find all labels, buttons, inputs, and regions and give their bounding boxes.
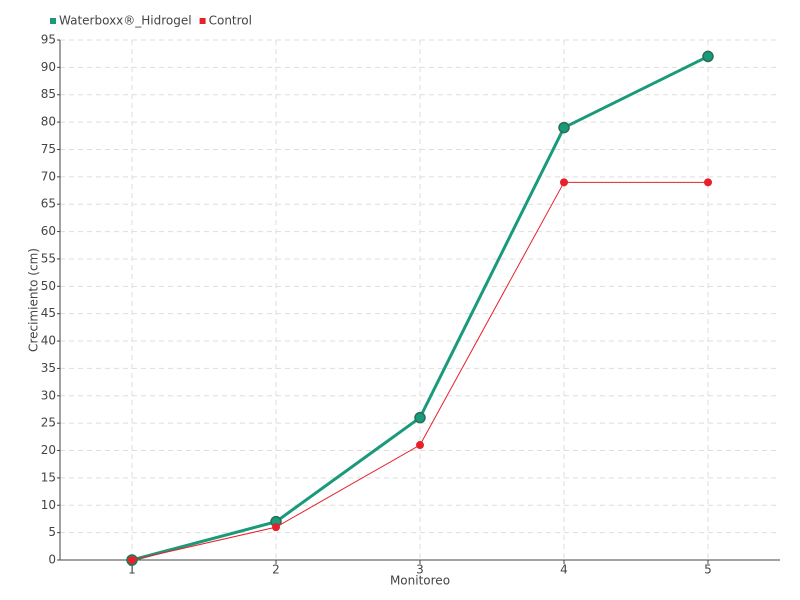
y-tick-label: 45 [41, 306, 56, 320]
y-tick-label: 60 [41, 224, 56, 238]
y-tick-label: 75 [41, 142, 56, 156]
data-point [128, 556, 136, 564]
y-tick-label: 80 [41, 115, 56, 129]
data-point [702, 50, 714, 63]
y-tick-label: 50 [41, 279, 56, 293]
y-tick-label: 55 [41, 251, 56, 265]
y-tick-label: 90 [41, 60, 56, 74]
x-axis-label: Monitoreo [390, 574, 450, 588]
y-tick-label: 20 [41, 443, 56, 457]
y-tick-label: 35 [41, 361, 56, 375]
legend-swatch [199, 18, 206, 24]
legend-label: Control [209, 14, 252, 28]
data-point [704, 178, 712, 187]
y-tick-label: 40 [41, 334, 56, 348]
y-tick-label: 15 [41, 470, 56, 484]
x-tick-label: 1 [128, 563, 136, 577]
y-axis-label: Crecimiento (cm) [27, 248, 41, 352]
y-tick-label: 25 [41, 416, 56, 430]
data-point [272, 523, 280, 532]
data-point [558, 121, 570, 134]
x-tick-label: 2 [272, 563, 280, 577]
y-tick-label: 30 [41, 388, 56, 402]
legend-label: Waterboxx®_Hidrogel [59, 14, 192, 28]
x-tick-label: 4 [560, 563, 568, 577]
data-point [414, 411, 426, 424]
y-tick-label: 70 [41, 169, 56, 183]
y-tick-label: 5 [48, 525, 56, 539]
y-tick-label: 10 [41, 498, 56, 512]
y-tick-label: 95 [41, 33, 56, 47]
legend-swatch [50, 18, 56, 24]
y-tick-label: 65 [41, 197, 56, 211]
x-tick-label: 3 [416, 563, 424, 577]
y-tick-label: 85 [41, 87, 56, 101]
data-point [560, 178, 568, 187]
data-point [416, 441, 424, 450]
x-tick-label: 5 [704, 563, 712, 577]
y-tick-label: 0 [48, 553, 56, 567]
